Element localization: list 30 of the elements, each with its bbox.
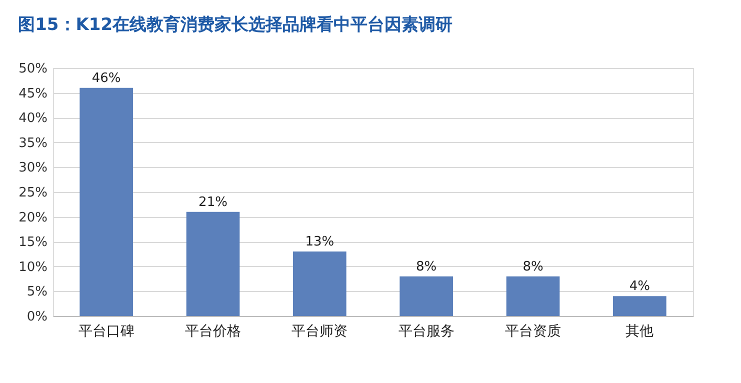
y-tick-label: 0%	[26, 310, 48, 324]
data-label: 21%	[198, 194, 228, 210]
bar	[613, 296, 666, 316]
x-tick-label: 平台价格	[185, 324, 241, 340]
bar	[186, 212, 240, 316]
data-label: 46%	[92, 70, 121, 86]
y-tick-label: 50%	[18, 62, 48, 76]
y-tick-label: 20%	[18, 210, 48, 226]
x-tick-label: 平台师资	[292, 324, 348, 340]
x-tick-label: 平台资质	[505, 324, 561, 340]
bar	[80, 88, 133, 316]
y-tick-label: 25%	[18, 186, 48, 200]
data-label: 13%	[305, 234, 334, 250]
data-label: 8%	[522, 259, 544, 274]
data-label: 4%	[629, 279, 650, 294]
x-tick-label: 平台口碑	[78, 324, 134, 340]
y-tick-label: 45%	[18, 86, 48, 102]
x-tick-label: 平台服务	[398, 324, 454, 340]
y-tick-label: 40%	[18, 111, 48, 126]
y-tick-label: 30%	[18, 160, 48, 176]
bar	[293, 252, 346, 316]
y-tick-label: 35%	[18, 136, 48, 151]
data-label: 8%	[416, 259, 437, 274]
y-tick-label: 5%	[26, 284, 48, 300]
x-tick-label: 其他	[626, 324, 654, 340]
y-tick-label: 10%	[18, 260, 48, 275]
y-tick-label: 15%	[18, 235, 48, 250]
chart-title: 图15：K12在线教育消费家长选择品牌看中平台因素调研	[18, 14, 453, 35]
bar	[506, 276, 560, 316]
bar	[400, 276, 453, 316]
